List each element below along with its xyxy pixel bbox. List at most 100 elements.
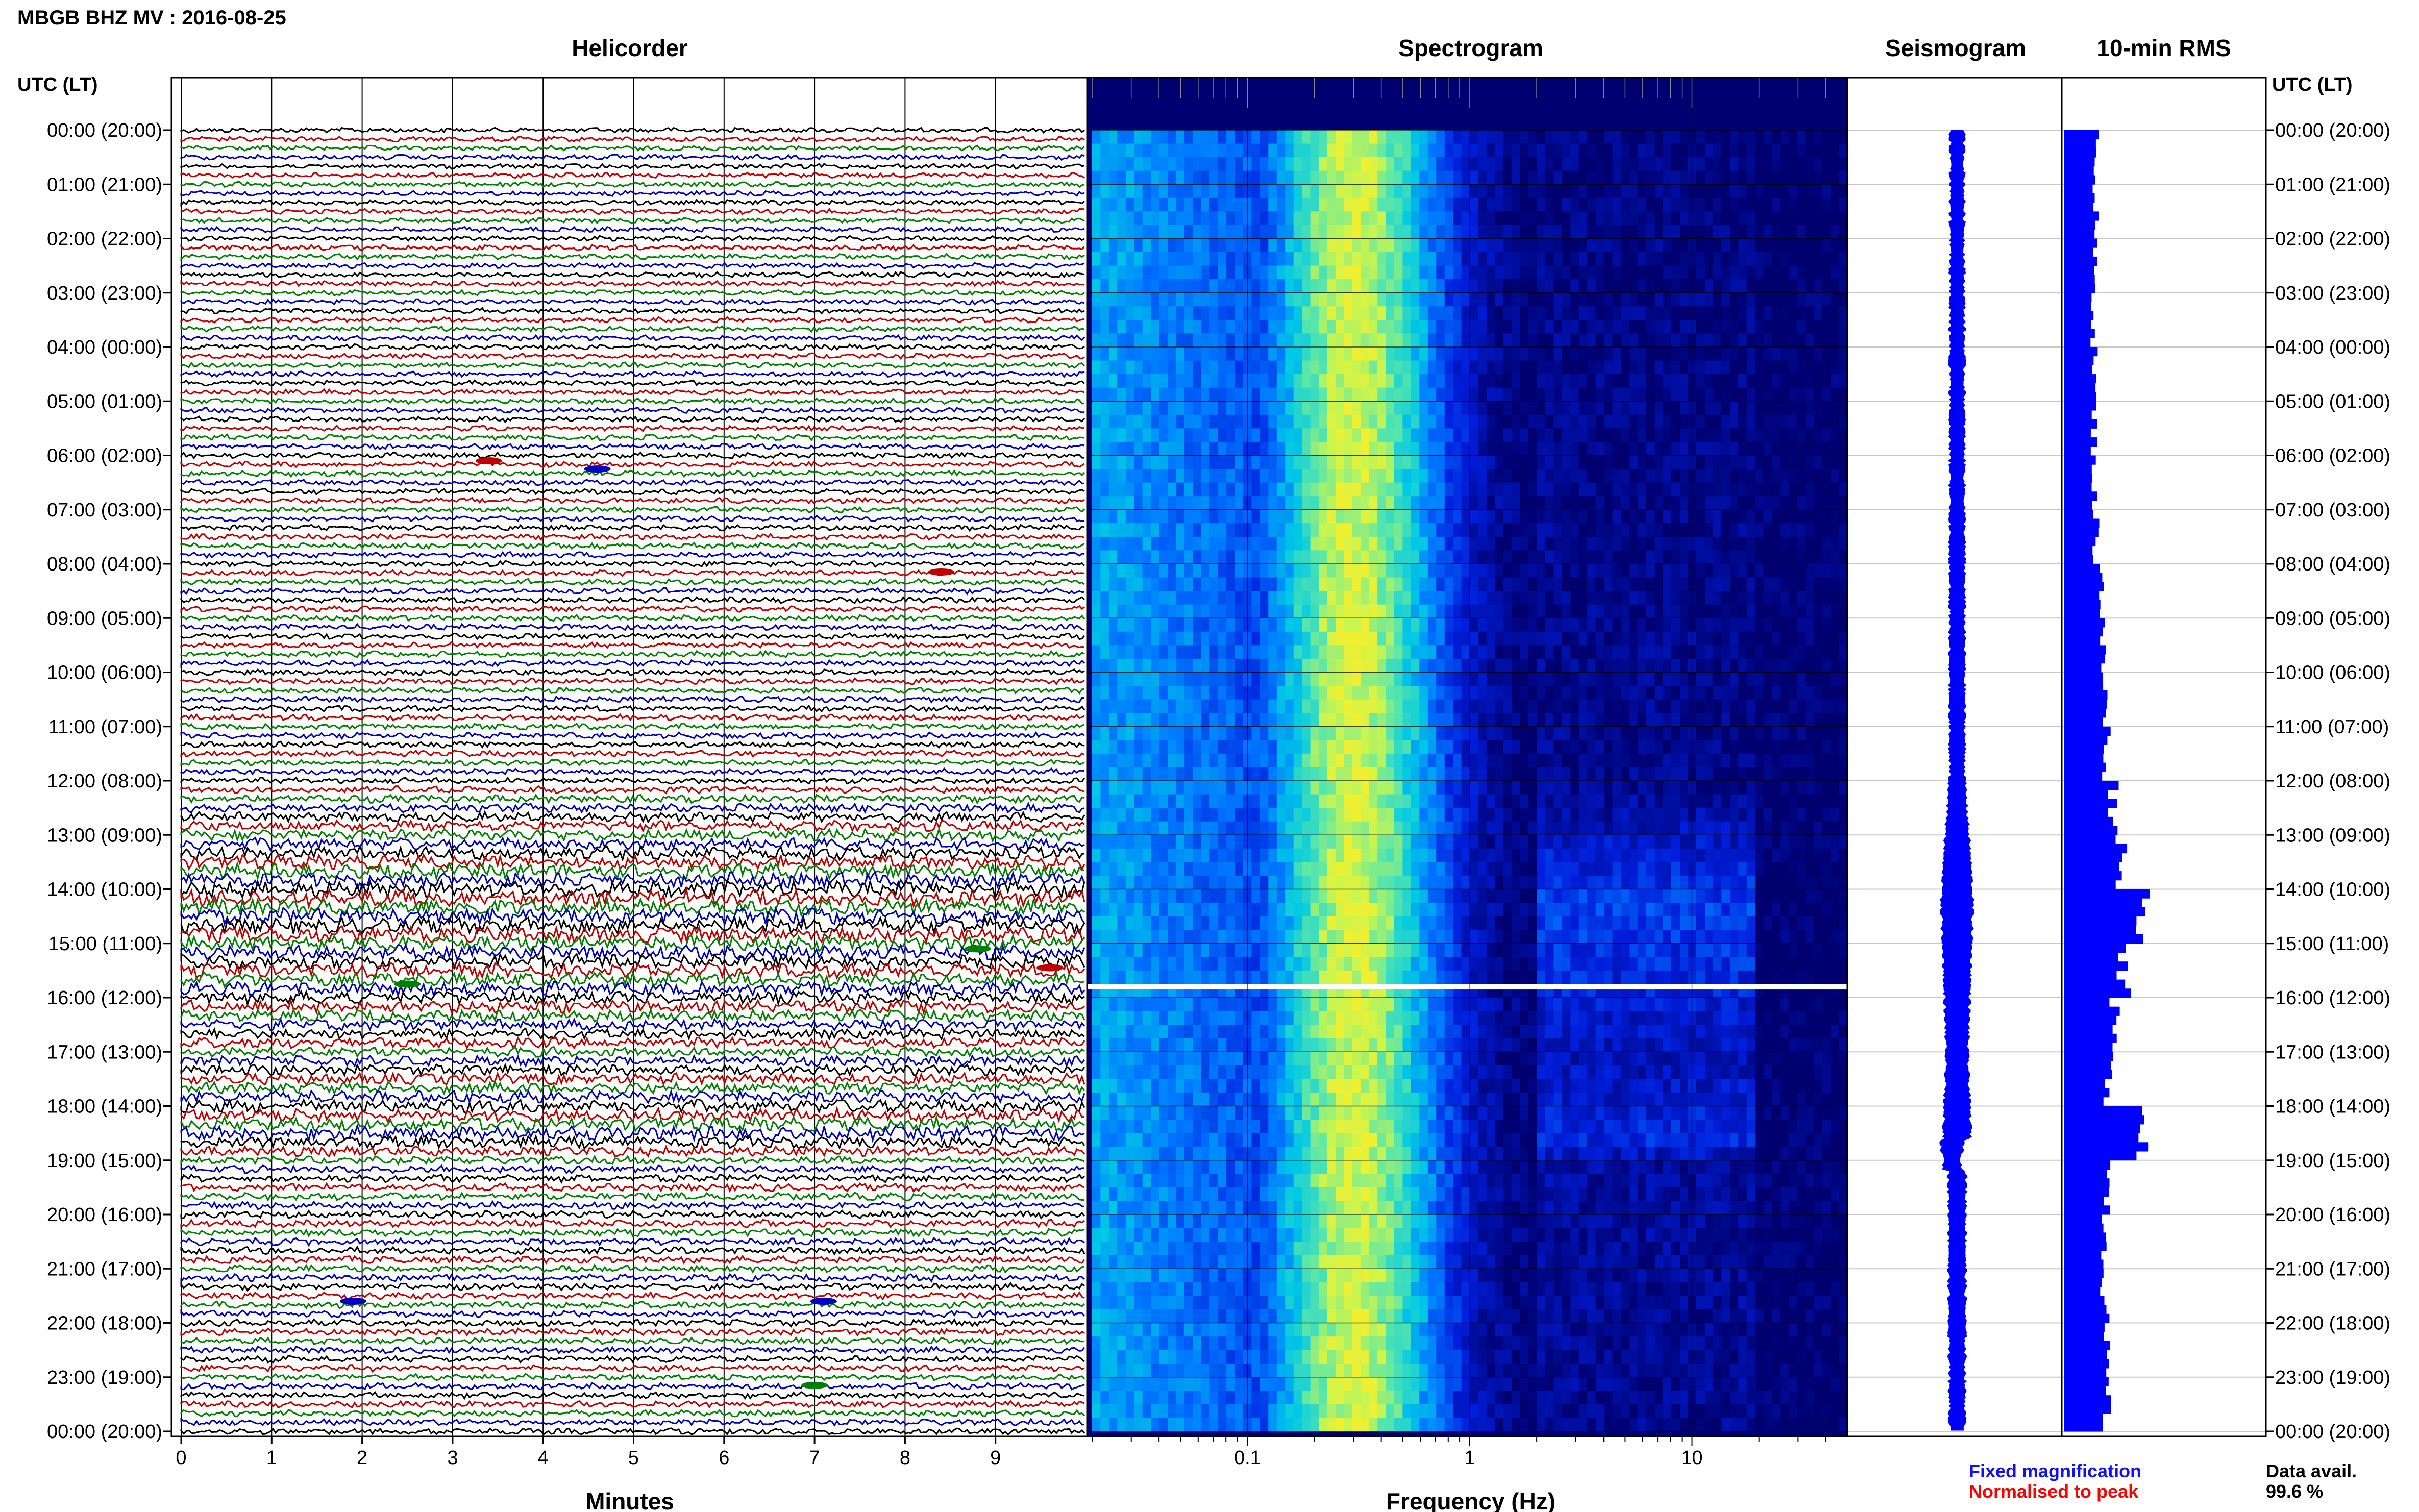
spectrogram-cell (1721, 225, 1731, 239)
spectrogram-cell (1595, 808, 1605, 822)
spectrogram-cell (1478, 333, 1487, 348)
spectrogram-cell (1427, 509, 1437, 524)
spectrogram-cell (1680, 740, 1689, 754)
spectrogram-cell (1805, 550, 1814, 564)
spectrogram-cell (1100, 536, 1109, 551)
spectrogram-cell (1545, 441, 1554, 456)
spectrogram-cell (1235, 252, 1244, 266)
spectrogram-cell (1755, 238, 1764, 253)
spectrogram-cell (1663, 292, 1672, 307)
spectrogram-cell (1327, 496, 1336, 510)
spectrogram-cell (1587, 130, 1596, 144)
spectrogram-cell (1578, 130, 1588, 144)
spectrogram-cell (1168, 767, 1176, 781)
spectrogram-cell (1763, 387, 1772, 402)
spectrogram-cell (1545, 740, 1554, 754)
spectrogram-cell (1772, 686, 1781, 700)
spectrogram-cell (1293, 252, 1302, 266)
spectrogram-cell (1251, 441, 1261, 456)
spectrogram-cell (1604, 225, 1613, 239)
spectrogram-cell (1168, 374, 1176, 388)
spectrogram-cell (1251, 319, 1261, 334)
spectrogram-cell (1092, 713, 1101, 727)
spectrogram-cell (1680, 564, 1689, 578)
spectrogram-cell (1696, 360, 1705, 375)
spectrogram-cell (1411, 428, 1420, 442)
spectrogram-cell (1780, 550, 1789, 564)
spectrogram-cell (1293, 767, 1302, 781)
spectrogram-cell (1411, 184, 1420, 199)
spectrogram-cell (1621, 130, 1630, 144)
spectrogram-cell (1621, 577, 1630, 591)
spectrogram-cell (1680, 808, 1689, 822)
spectrogram-cell (1805, 536, 1814, 551)
spectrogram-cell (1218, 401, 1227, 415)
spectrogram-cell (1402, 333, 1412, 348)
spectrogram-cell (1327, 143, 1336, 158)
spectrogram-cell (1218, 238, 1227, 253)
spectrogram-cell (1285, 672, 1294, 686)
spectrogram-cell (1335, 360, 1344, 375)
spectrogram-cell (1713, 374, 1722, 388)
spectrogram-cell (1210, 564, 1219, 578)
spectrogram-cell (1117, 672, 1126, 686)
spectrogram-cell (1839, 523, 1847, 537)
spectrogram-cell (1344, 414, 1353, 429)
spectrogram-cell (1427, 781, 1437, 795)
spectrogram-cell (1184, 252, 1193, 266)
spectrogram-cell (1444, 441, 1453, 456)
spectrogram-cell (1193, 631, 1202, 646)
spectrogram-cell (1730, 577, 1739, 591)
spectrogram-cell (1721, 360, 1731, 375)
spectrogram-cell (1814, 753, 1823, 768)
helicorder-x-tick: 2 (357, 1447, 367, 1469)
spectrogram-cell (1276, 564, 1286, 578)
spectrogram-cell (1788, 767, 1797, 781)
spectrogram-cell (1151, 238, 1160, 253)
spectrogram-cell (1721, 699, 1731, 713)
spectrogram-cell (1578, 686, 1588, 700)
spectrogram-cell (1763, 414, 1772, 429)
spectrogram-cell (1151, 848, 1160, 862)
spectrogram-cell (1780, 564, 1789, 578)
spectrogram-cell (1654, 781, 1663, 795)
spectrogram-cell (1671, 374, 1680, 388)
spectrogram-cell (1545, 781, 1554, 795)
spectrogram-cell (1310, 604, 1319, 618)
spectrogram-cell (1839, 672, 1847, 686)
spectrogram-cell (1788, 808, 1797, 822)
helicorder-trace (180, 307, 1085, 315)
spectrogram-cell (1251, 523, 1261, 537)
spectrogram-cell (1738, 157, 1747, 171)
spectrogram-cell (1436, 225, 1445, 239)
spectrogram-cell (1797, 428, 1806, 442)
spectrogram-cell (1394, 550, 1403, 564)
spectrogram-cell (1553, 496, 1563, 510)
spectrogram-cell (1344, 374, 1353, 388)
spectrogram-cell (1352, 645, 1361, 659)
spectrogram-cell (1159, 781, 1168, 795)
spectrogram-cell (1193, 848, 1202, 862)
spectrogram-cell (1427, 618, 1437, 632)
spectrogram-cell (1369, 509, 1378, 524)
spectrogram-cell (1411, 577, 1420, 591)
spectrogram-cell (1512, 279, 1521, 293)
spectrogram-cell (1831, 387, 1840, 402)
spectrogram-cell (1612, 482, 1621, 497)
spectrogram-cell (1713, 523, 1722, 537)
spectrogram-cell (1142, 767, 1151, 781)
spectrogram-cell (1562, 631, 1571, 646)
spectrogram-cell (1436, 374, 1445, 388)
spectrogram-cell (1604, 835, 1613, 849)
spectrogram-cell (1805, 143, 1814, 158)
spectrogram-cell (1411, 292, 1420, 307)
spectrogram-cell (1210, 645, 1219, 659)
spectrogram-cell (1108, 645, 1118, 659)
spectrogram-cell (1402, 469, 1412, 483)
spectrogram-cell (1612, 347, 1621, 361)
spectrogram-cell (1369, 197, 1378, 212)
spectrogram-cell (1503, 441, 1512, 456)
spectrogram-cell (1470, 658, 1478, 673)
spectrogram-cell (1553, 550, 1563, 564)
spectrogram-cell (1478, 387, 1487, 402)
